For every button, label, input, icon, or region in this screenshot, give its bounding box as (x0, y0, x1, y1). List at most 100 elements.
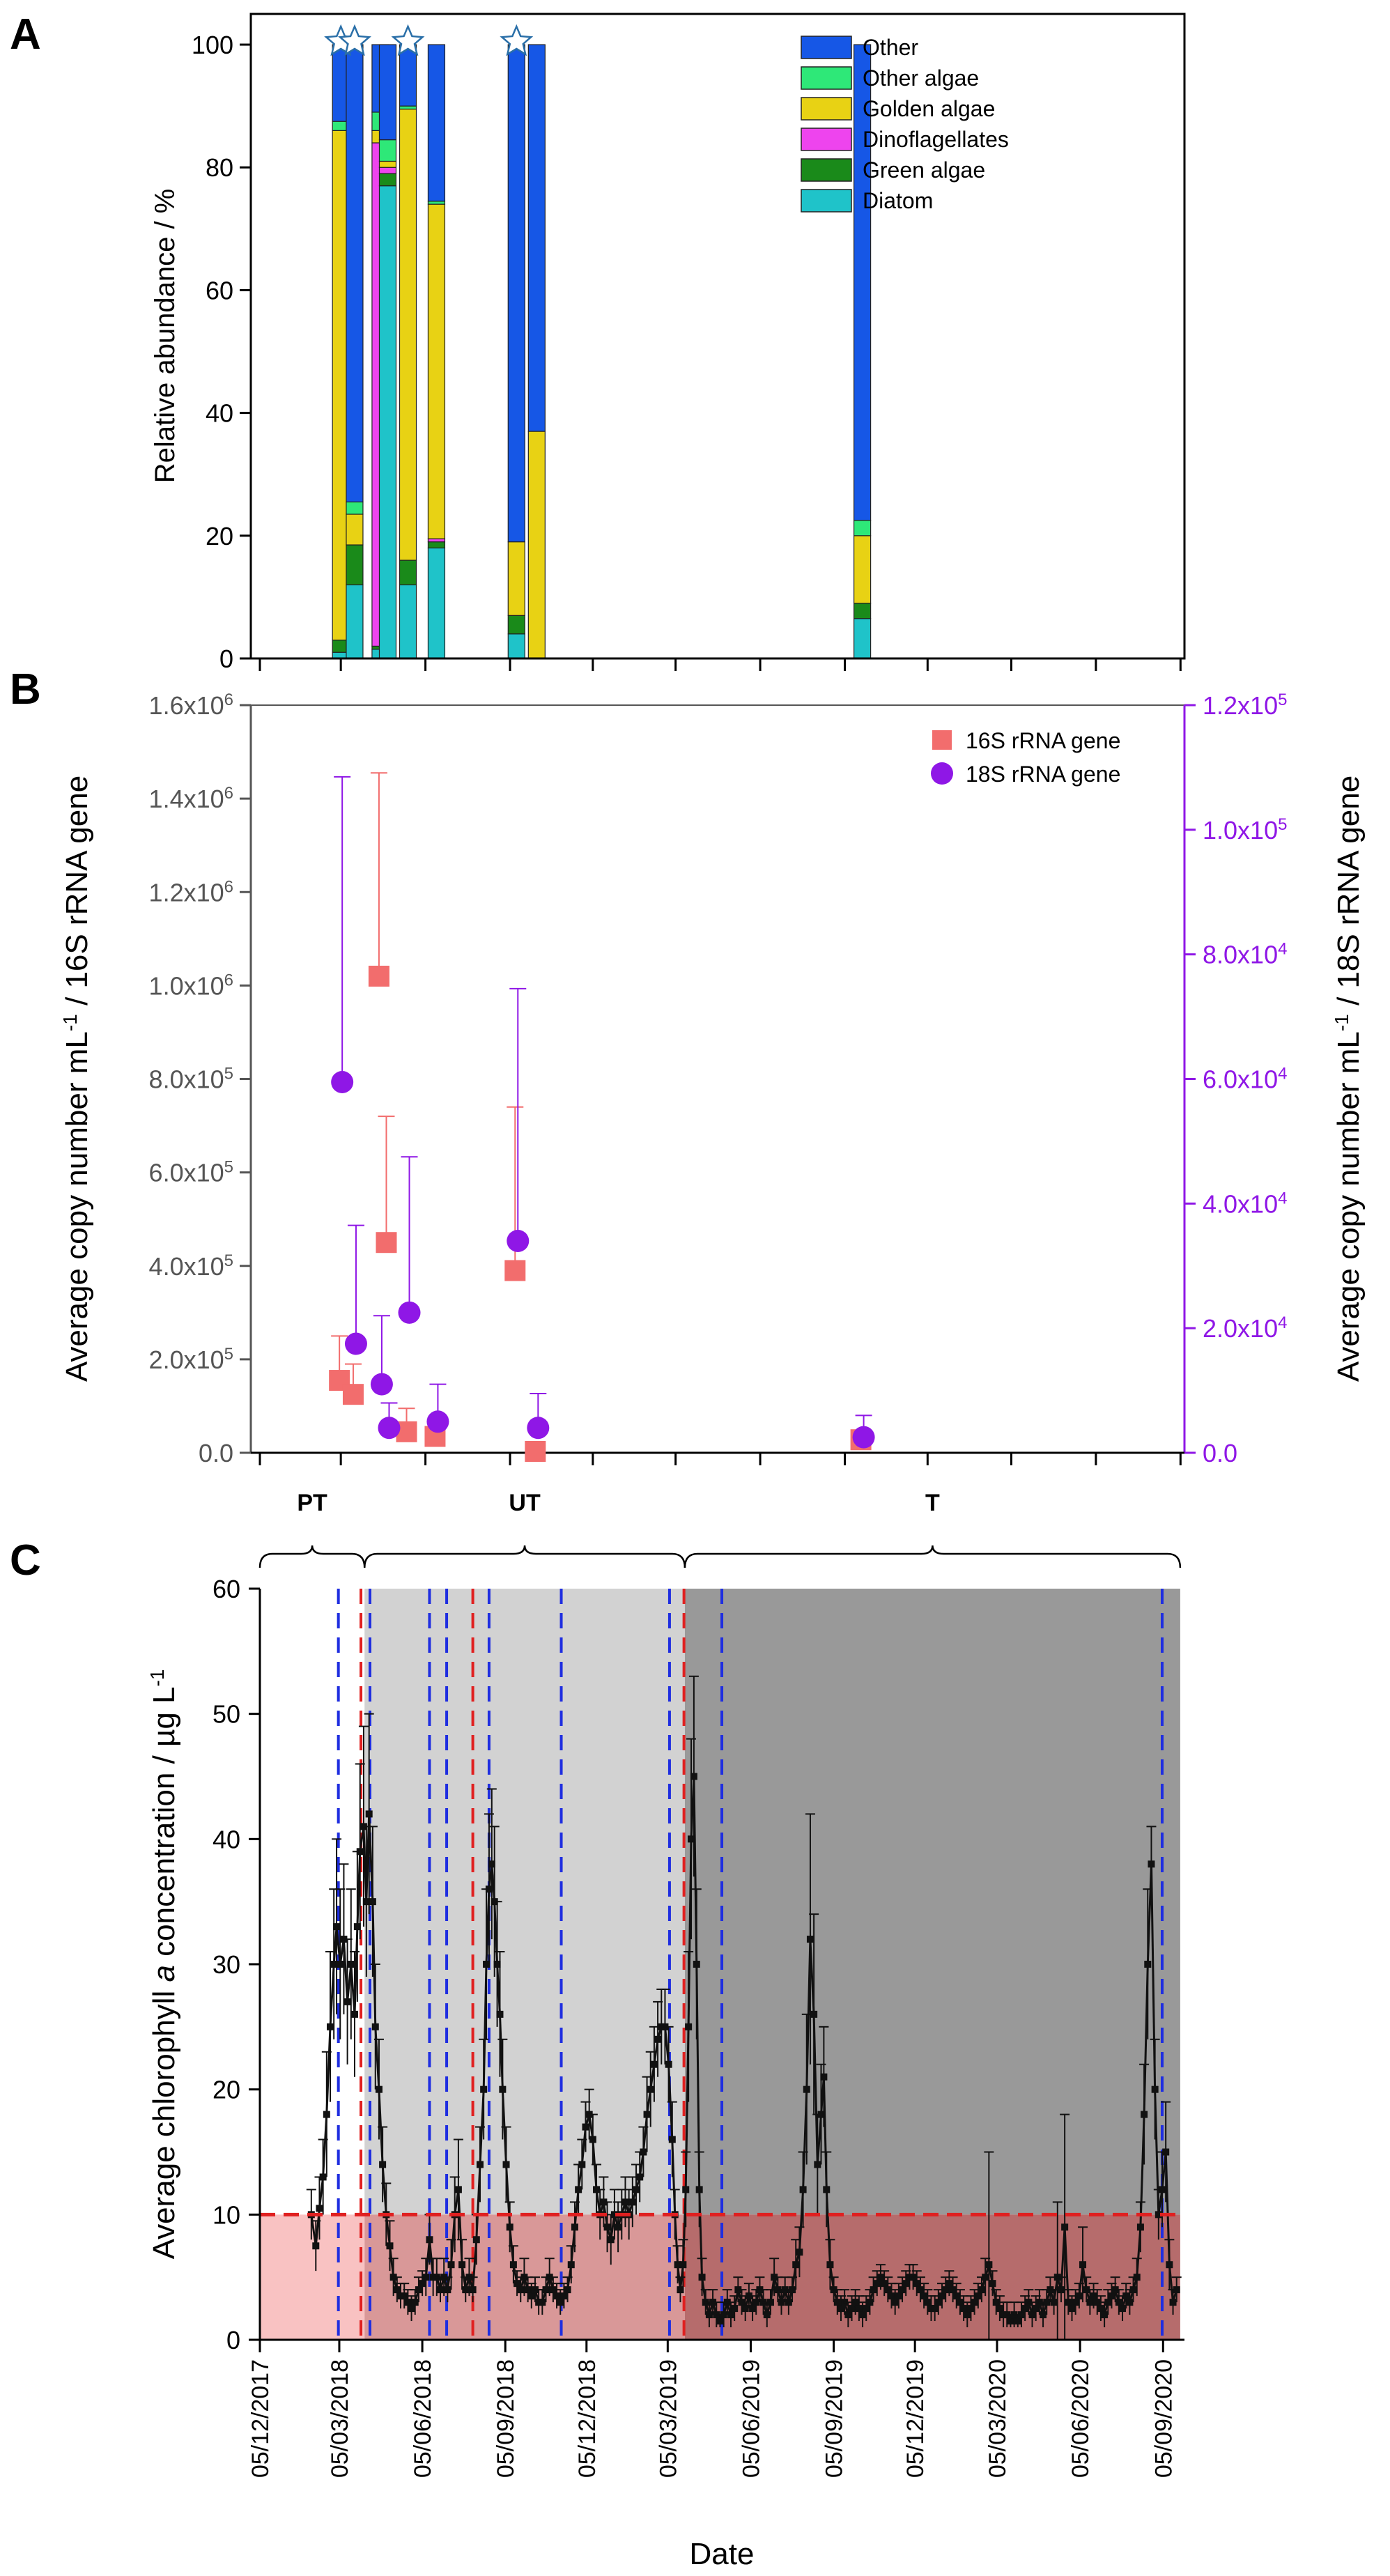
panel-c-x-tick-label: 05/03/2019 (655, 2359, 681, 2478)
panel-b-scatter-chart: 0.0 2.0x105 4.0x105 6.0x105 8.0x105 1.0x106 1.… (59, 691, 1366, 1468)
data-point (454, 2186, 462, 2193)
data-point (386, 2242, 394, 2250)
data-point (393, 2286, 401, 2294)
data-point (415, 2286, 422, 2294)
panel-c-x-tick-label: 05/12/2018 (574, 2359, 601, 2478)
data-point (803, 2085, 810, 2093)
point-18s (398, 1301, 421, 1324)
data-point (916, 2286, 924, 2294)
data-point (778, 2299, 785, 2306)
data-point (615, 2223, 622, 2231)
data-point (866, 2299, 874, 2306)
data-point (578, 2161, 586, 2168)
data-point (1093, 2299, 1101, 2306)
data-point (603, 2223, 611, 2231)
panel-c-y-label: Average chlorophyll a concentration / µg… (146, 1669, 182, 2260)
data-point (419, 2280, 426, 2288)
panel-b-left-tick-label: 1.2x106 (149, 877, 233, 907)
data-point (472, 2236, 480, 2244)
bar-segment-5-other-algae (399, 105, 417, 110)
data-point (628, 2198, 636, 2206)
panel-c-y-label-italic: a (147, 1965, 181, 1982)
data-point (621, 2198, 629, 2206)
data-point (1000, 2311, 1007, 2319)
bar-segment-2-other (346, 44, 364, 502)
data-point (1075, 2292, 1083, 2300)
bar-segment-8-golden-algae (527, 431, 546, 659)
data-point (837, 2305, 844, 2313)
bar-segment-6-other-algae (427, 201, 446, 205)
data-point (493, 1961, 501, 1968)
data-point (985, 2261, 993, 2269)
data-point (677, 2286, 684, 2294)
bar-segment-4-diatom (378, 185, 397, 659)
phase-brace-pt (258, 1545, 366, 1568)
panel-a-bars (332, 44, 872, 659)
legend-swatch (801, 189, 852, 213)
panel-label-a: A (10, 10, 41, 59)
bar-segment-9-other-algae (853, 520, 872, 537)
bar-segment-5-other (399, 44, 417, 107)
data-point (379, 2161, 387, 2168)
panel-a-x-ticks (258, 658, 1182, 671)
data-point (844, 2311, 852, 2319)
data-point (1057, 2286, 1065, 2294)
data-point (884, 2286, 892, 2294)
data-point (752, 2299, 760, 2306)
data-point (408, 2305, 415, 2313)
point-16s (376, 1232, 397, 1254)
data-point (978, 2286, 985, 2294)
point-16s (342, 1384, 364, 1405)
data-point (337, 1961, 344, 1968)
data-point (960, 2305, 968, 2313)
data-point (716, 2317, 724, 2325)
data-point (855, 2305, 863, 2313)
panel-c-x-tick-label: 05/09/2020 (1150, 2359, 1177, 2478)
data-point (483, 1961, 491, 1968)
legend-marker-16s (932, 730, 952, 750)
bar-segment-2-golden-algae (346, 514, 364, 546)
point-16s (525, 1440, 546, 1462)
bar-segment-6-golden-algae (427, 203, 446, 539)
panel-b-right-tick-label: 8.0x104 (1203, 939, 1287, 969)
legend-swatch (801, 66, 852, 90)
bar-segment-7-golden-algae (507, 541, 525, 616)
data-point (447, 2261, 455, 2269)
panel-c-x-tick-label: 05/09/2018 (493, 2359, 519, 2478)
data-point (741, 2305, 749, 2313)
data-point (996, 2305, 1003, 2313)
data-point (891, 2299, 899, 2306)
bar-segment-4-other (378, 44, 397, 141)
data-point (685, 2023, 693, 2030)
panel-a-y-label: Relative abundance / % (150, 189, 180, 484)
below-threshold-band-pt (260, 2214, 365, 2340)
data-point (1141, 2111, 1148, 2118)
data-point (895, 2292, 902, 2300)
panel-c-x-tick-label: 05/03/2020 (984, 2359, 1011, 2478)
data-point (1065, 2299, 1072, 2306)
panel-c-phase-backgrounds (260, 1589, 1180, 2340)
data-point (323, 2111, 330, 2118)
data-point (931, 2305, 939, 2313)
data-point (1097, 2305, 1104, 2313)
panel-b-right-tick-label: 2.0x104 (1203, 1313, 1287, 1343)
data-point (560, 2292, 568, 2300)
data-point (934, 2299, 942, 2306)
data-point (636, 2173, 644, 2181)
data-point (362, 1898, 370, 1906)
bar-segment-6-other (427, 44, 446, 202)
data-point (557, 2299, 564, 2306)
data-point (1079, 2261, 1087, 2269)
panel-a-y-axis: 0 20 40 60 80 100 (192, 31, 251, 673)
bar-segment-9-diatom (853, 618, 872, 659)
data-point (513, 2280, 521, 2288)
point-16s (504, 1260, 526, 1281)
panel-b-left-tick-label: 8.0x105 (149, 1064, 233, 1094)
data-point (1155, 2211, 1162, 2219)
data-point (527, 2292, 535, 2300)
data-point (698, 2274, 706, 2281)
panel-c-y-tick-label: 50 (213, 1700, 240, 1729)
bar-segment-5-green-algae (399, 560, 417, 585)
panel-a-stars (324, 24, 534, 56)
data-point (1050, 2299, 1058, 2306)
